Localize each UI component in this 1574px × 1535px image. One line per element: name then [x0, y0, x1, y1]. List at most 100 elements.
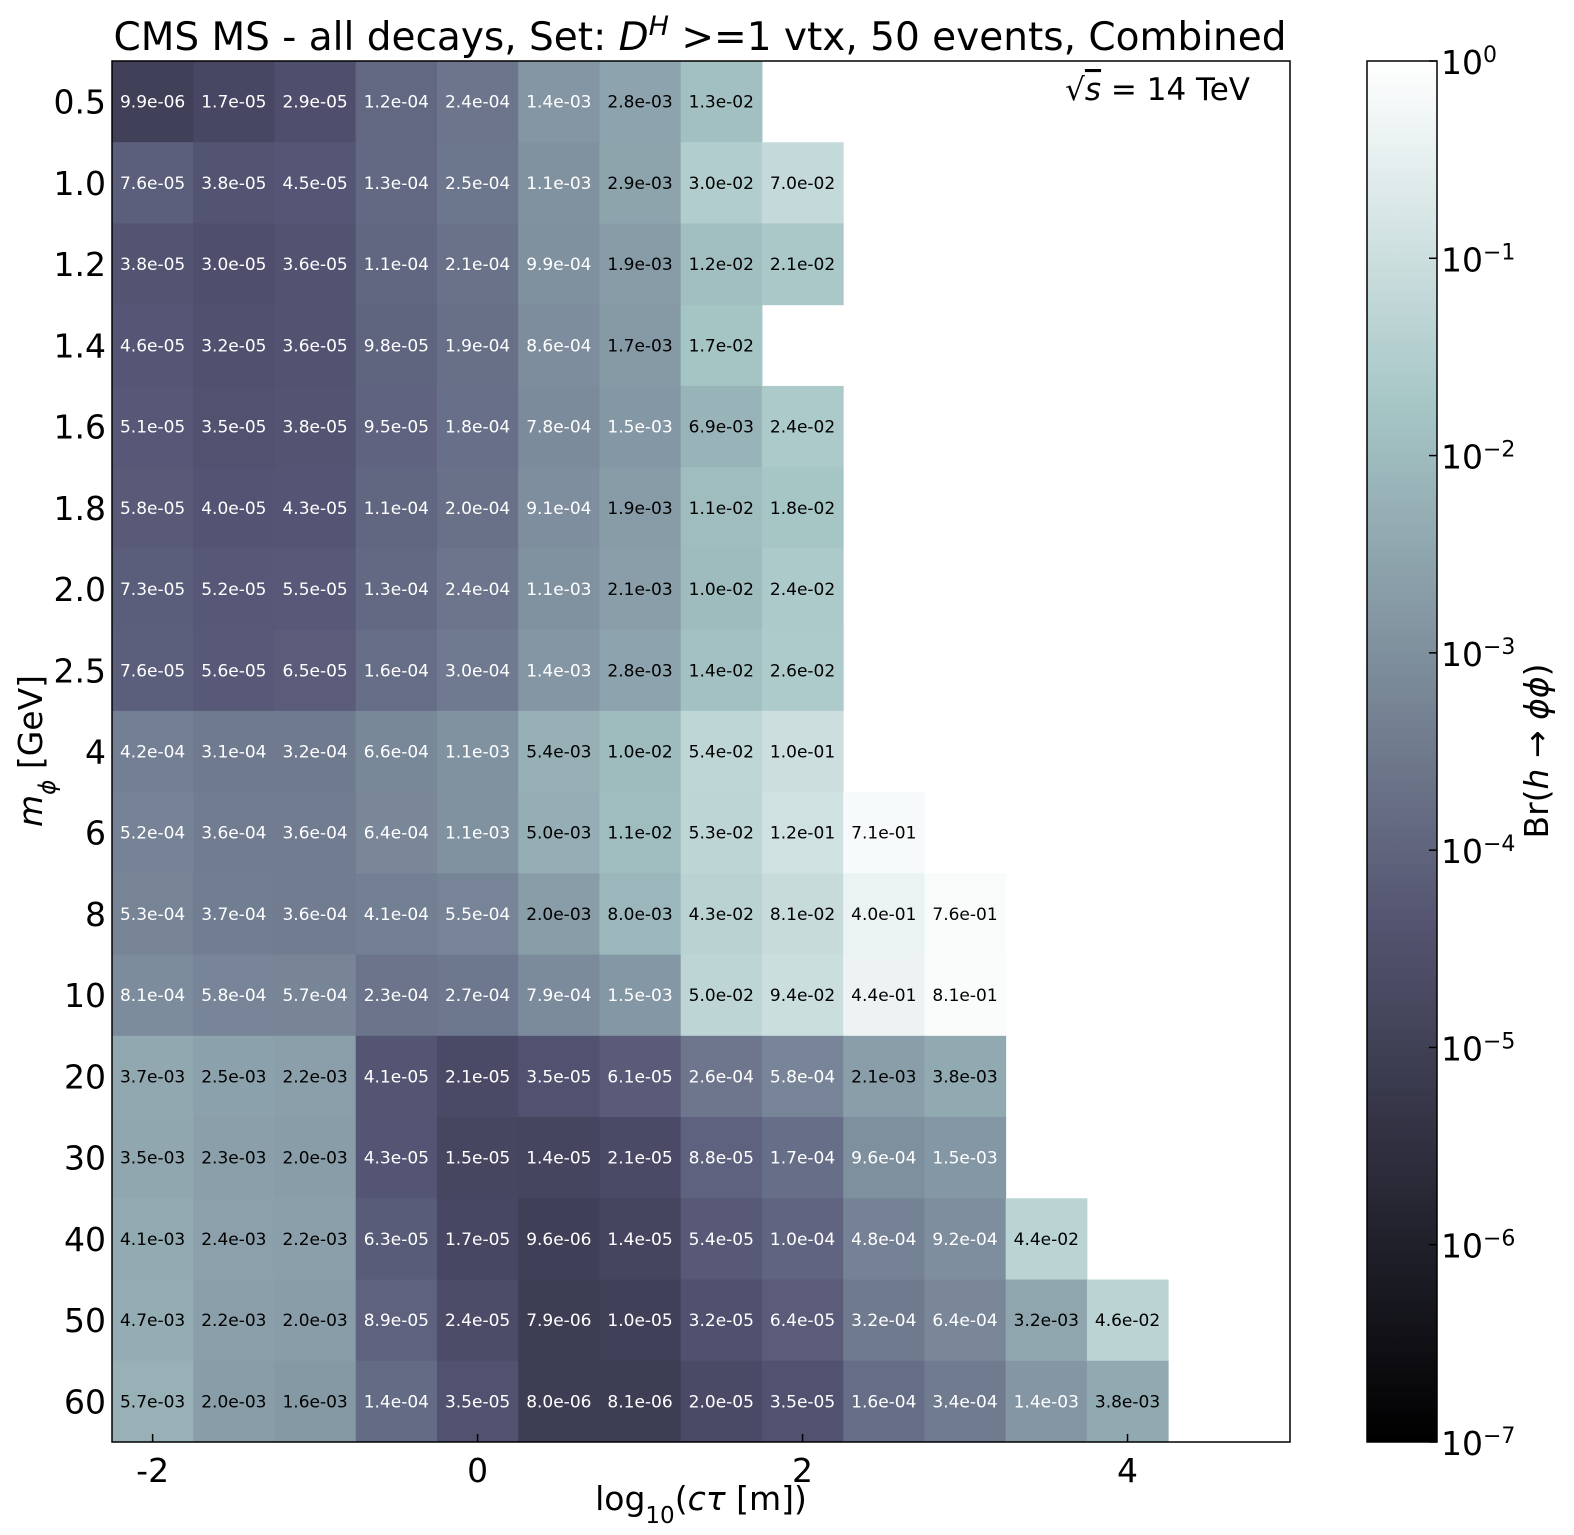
- cell-value-label: 9.5e-05: [364, 418, 429, 438]
- cell-value-label: 1.1e-03: [526, 174, 591, 194]
- heatmap-cell: [112, 710, 194, 793]
- cell-value-label: 9.9e-06: [120, 93, 185, 113]
- cell-value-label: 1.6e-04: [364, 661, 429, 681]
- heatmap-cell: [355, 61, 438, 143]
- heatmap-cell: [1005, 1198, 1088, 1281]
- heatmap-cell: [355, 304, 438, 387]
- cell-value-label: 9.2e-04: [932, 1230, 997, 1250]
- cell-value-label: 4.2e-04: [120, 743, 185, 763]
- cell-value-label: 7.0e-02: [770, 174, 835, 194]
- heatmap-cell: [924, 954, 1007, 1037]
- heatmap-cell: [680, 873, 763, 956]
- y-tick-label: 2.0: [54, 570, 106, 609]
- cell-value-label: 9.6e-06: [526, 1230, 591, 1250]
- cell-value-label: 6.5e-05: [282, 661, 347, 681]
- heatmap-cell: [193, 1279, 275, 1362]
- heatmap-cell: [924, 873, 1007, 956]
- cell-value-label: 7.8e-04: [526, 418, 591, 438]
- cell-value-label: 3.6e-04: [282, 824, 347, 844]
- heatmap-cell: [436, 1360, 519, 1443]
- cell-value-label: 4.1e-03: [120, 1230, 185, 1250]
- heatmap-cell: [761, 710, 844, 793]
- heatmap-cell: [436, 1035, 519, 1118]
- heatmap-cell: [680, 142, 763, 224]
- cell-value-label: 1.4e-03: [1014, 1392, 1079, 1412]
- cell-value-label: 2.4e-03: [201, 1230, 266, 1250]
- heatmap-cell: [355, 223, 438, 306]
- cell-value-label: 5.5e-05: [282, 580, 347, 600]
- heatmap-cell: [680, 1360, 763, 1443]
- cell-value-label: 2.1e-04: [445, 255, 510, 275]
- heatmap-cell: [1086, 1360, 1169, 1443]
- colorbar-tick-label: 10−3: [1441, 634, 1515, 674]
- cell-value-label: 8.9e-05: [364, 1311, 429, 1331]
- cell-value-label: 5.3e-02: [689, 824, 754, 844]
- heatmap-cell: [193, 1035, 275, 1118]
- heatmap-cell: [193, 304, 275, 387]
- cell-value-label: 3.5e-05: [201, 418, 266, 438]
- heatmap-cell: [274, 710, 357, 793]
- cell-value-label: 1.5e-05: [445, 1149, 510, 1169]
- cell-value-label: 2.3e-03: [201, 1149, 266, 1169]
- cell-value-label: 9.6e-04: [851, 1149, 916, 1169]
- heatmap-cell: [761, 223, 844, 306]
- cell-value-label: 1.3e-04: [364, 580, 429, 600]
- cell-value-label: 2.1e-03: [851, 1067, 916, 1087]
- heatmap-cell: [680, 710, 763, 793]
- heatmap-cell: [599, 954, 682, 1037]
- heatmap-cell: [274, 1360, 357, 1443]
- cell-value-label: 1.7e-02: [689, 336, 754, 356]
- heatmap-cell: [599, 467, 682, 549]
- heatmap-cell: [680, 223, 763, 306]
- heatmap-cell: [680, 385, 763, 468]
- cell-value-label: 2.5e-03: [201, 1067, 266, 1087]
- cell-value-label: 3.0e-05: [201, 255, 266, 275]
- cell-value-label: 5.8e-04: [770, 1067, 835, 1087]
- heatmap-cell: [355, 1117, 438, 1199]
- cell-value-label: 9.9e-04: [526, 255, 591, 275]
- cell-value-label: 1.4e-03: [526, 661, 591, 681]
- heatmap-cell: [193, 710, 275, 793]
- cell-value-label: 3.5e-05: [526, 1067, 591, 1087]
- heatmap-cell: [112, 142, 194, 224]
- x-tick-label: 2: [792, 1451, 813, 1490]
- heatmap-cell: [599, 548, 682, 631]
- heatmap-cell: [924, 1279, 1007, 1362]
- heatmap-cell: [924, 1360, 1007, 1443]
- cell-value-label: 6.4e-04: [932, 1311, 997, 1331]
- cell-value-label: 4.6e-02: [1095, 1311, 1160, 1331]
- cell-value-label: 5.2e-04: [120, 824, 185, 844]
- chart-title: CMS MS - all decays, Set: DH >=1 vtx, 50…: [113, 11, 1286, 61]
- cell-value-label: 2.4e-04: [445, 580, 510, 600]
- cell-value-label: 7.1e-01: [851, 824, 916, 844]
- cell-value-label: 5.6e-05: [201, 661, 266, 681]
- cell-value-label: 3.4e-04: [932, 1392, 997, 1412]
- cell-value-label: 3.7e-03: [120, 1067, 185, 1087]
- cell-value-label: 1.6e-03: [282, 1392, 347, 1412]
- heatmap-cell: [843, 1279, 925, 1362]
- cell-value-label: 5.2e-05: [201, 580, 266, 600]
- heatmap-cell: [274, 304, 357, 387]
- heatmap-cell: [599, 61, 682, 143]
- heatmap-cell: [355, 548, 438, 631]
- y-tick-label: 1.8: [54, 489, 106, 528]
- heatmap-cell: [193, 467, 275, 549]
- cell-value-label: 2.1e-02: [770, 255, 835, 275]
- heatmap-cell: [761, 1198, 844, 1281]
- cell-value-label: 3.5e-03: [120, 1149, 185, 1169]
- cell-value-label: 1.0e-01: [770, 743, 835, 763]
- cell-value-label: 8.1e-02: [770, 905, 835, 925]
- heatmap-cell: [193, 629, 275, 712]
- heatmap-cell: [274, 1198, 357, 1281]
- heatmap-cell: [761, 385, 844, 468]
- heatmap-cell: [112, 61, 194, 143]
- cell-value-label: 2.6e-02: [770, 661, 835, 681]
- cell-value-label: 2.6e-04: [689, 1067, 754, 1087]
- cell-value-label: 1.4e-03: [526, 93, 591, 113]
- heatmap-cell: [680, 1035, 763, 1118]
- heatmap-cell: [599, 710, 682, 793]
- cell-value-label: 3.2e-03: [1014, 1311, 1079, 1331]
- heatmap-cell: [518, 1117, 600, 1199]
- heatmap-cell: [355, 467, 438, 549]
- cell-value-label: 1.1e-03: [445, 824, 510, 844]
